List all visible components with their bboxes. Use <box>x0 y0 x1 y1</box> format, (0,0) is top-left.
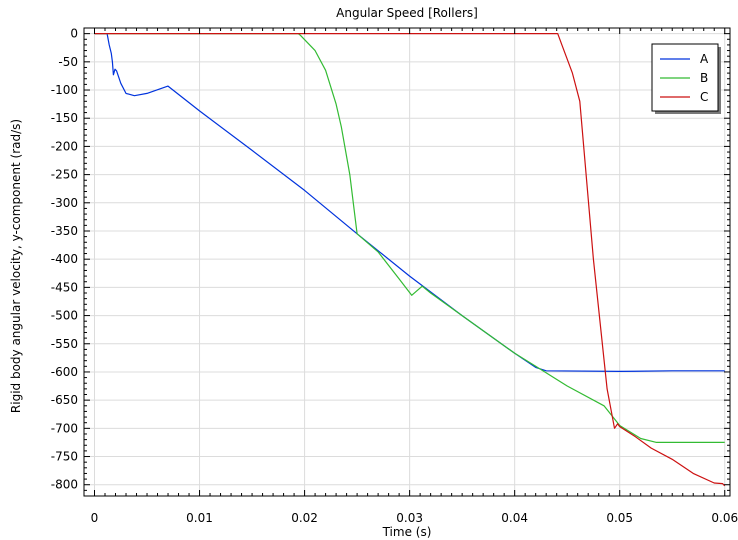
x-tick-label: 0 <box>91 511 99 525</box>
x-tick-label: 0.02 <box>291 511 318 525</box>
legend: ABC <box>651 43 721 114</box>
plot-area-frame <box>83 27 731 497</box>
series-lines <box>94 32 726 487</box>
y-tick-label: -700 <box>51 421 78 435</box>
tick-labels: 0 0.01 0.02 0.03 0.04 0.05 0.06 0 -50 -100 -150 -20… <box>51 27 738 525</box>
y-tick-label: -650 <box>51 393 78 407</box>
y-tick-label: -150 <box>51 111 78 125</box>
series-line-c <box>94 32 726 487</box>
x-tick-label: 0.01 <box>186 511 213 525</box>
chart-title: Angular Speed [Rollers] <box>336 6 478 20</box>
legend-label-b: B <box>700 71 708 85</box>
axis-ticks <box>84 28 730 496</box>
y-tick-label: -800 <box>51 478 78 492</box>
y-tick-label: -100 <box>51 83 78 97</box>
grid-lines <box>84 28 730 496</box>
y-tick-label: -550 <box>51 337 78 351</box>
y-tick-label: -750 <box>51 450 78 464</box>
legend-label-a: A <box>700 52 709 66</box>
y-tick-label: -200 <box>51 139 78 153</box>
x-tick-label: 0.04 <box>501 511 528 525</box>
series-line-b <box>94 32 725 443</box>
y-tick-label: -50 <box>58 55 78 69</box>
y-tick-label: -350 <box>51 224 78 238</box>
y-tick-label: -300 <box>51 196 78 210</box>
x-tick-label: 0.06 <box>711 511 738 525</box>
y-axis-title: Rigid body angular velocity, y-component… <box>9 119 23 413</box>
series-line-a <box>94 32 725 372</box>
x-tick-label: 0.05 <box>606 511 633 525</box>
x-axis-title: Time (s) <box>382 525 432 539</box>
y-tick-label: -600 <box>51 365 78 379</box>
legend-label-c: C <box>700 90 708 104</box>
y-tick-label: -450 <box>51 280 78 294</box>
y-tick-label: -400 <box>51 252 78 266</box>
y-tick-label: 0 <box>70 27 78 41</box>
y-tick-label: -500 <box>51 309 78 323</box>
x-tick-label: 0.03 <box>396 511 423 525</box>
y-tick-label: -250 <box>51 168 78 182</box>
